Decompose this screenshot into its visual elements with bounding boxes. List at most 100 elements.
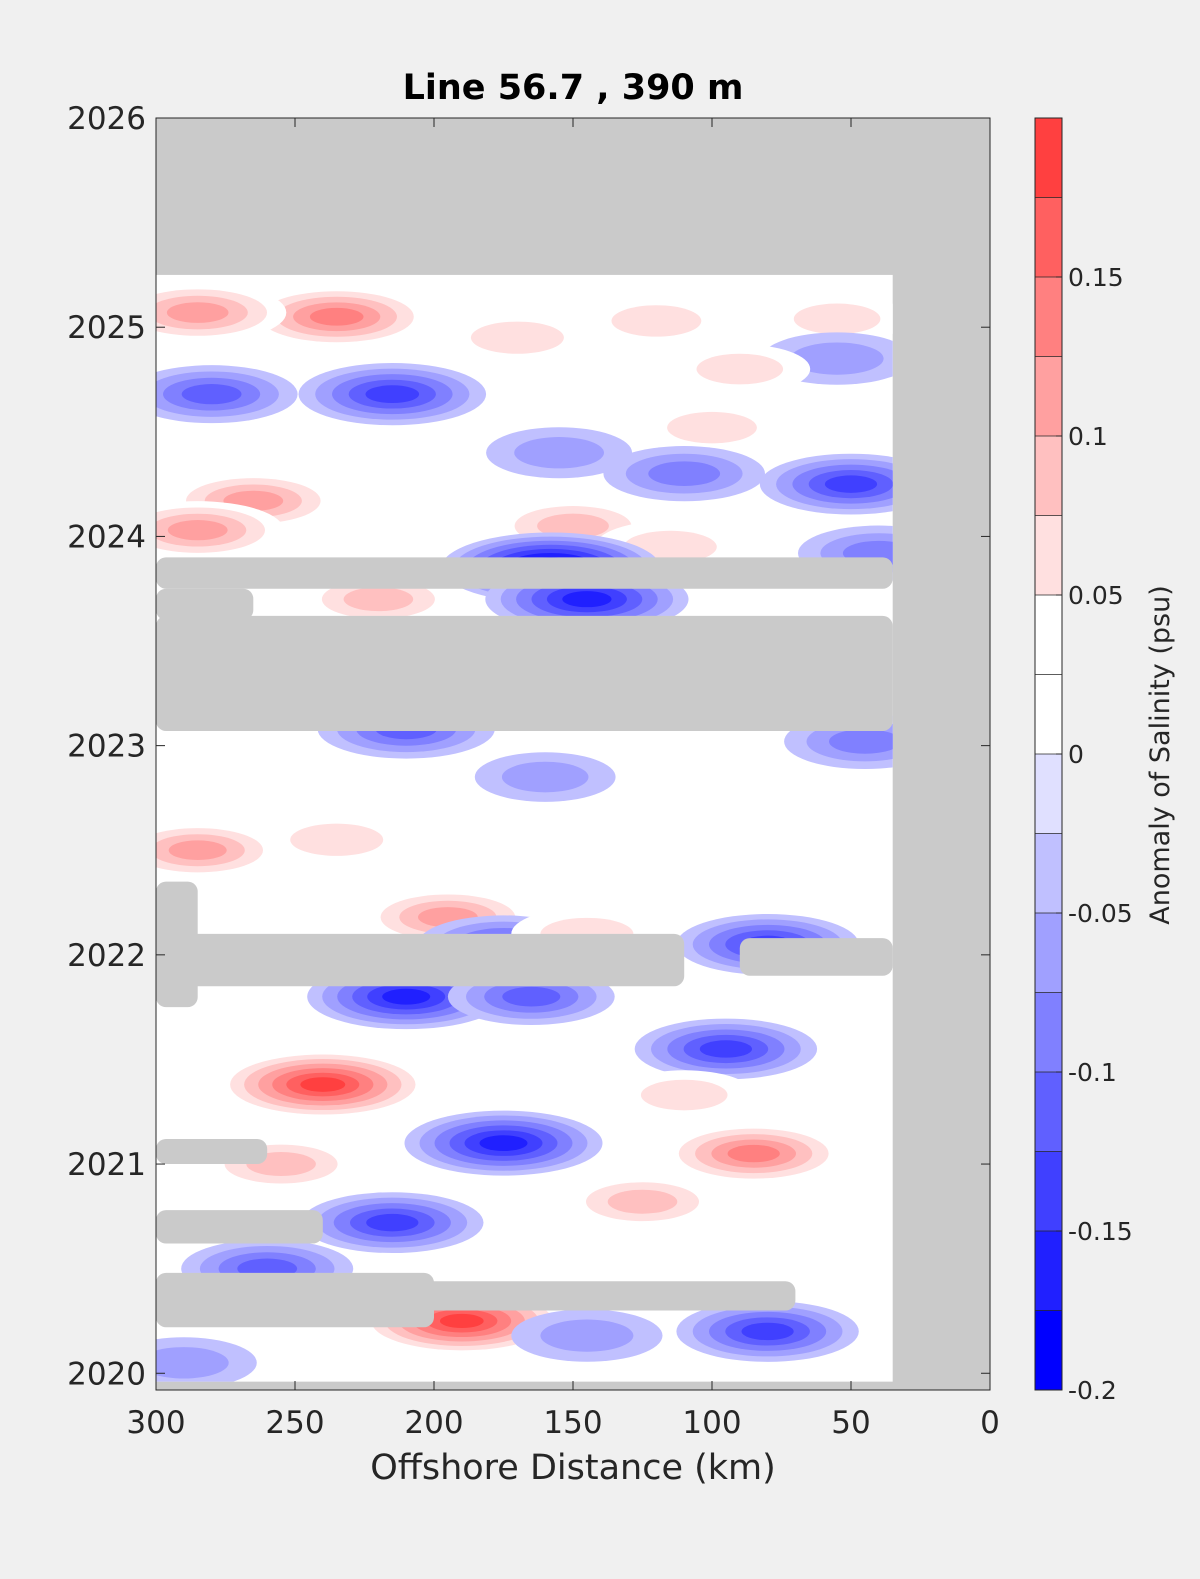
colorbar-segment xyxy=(1035,118,1062,198)
anomaly-contour-level xyxy=(793,303,881,335)
colorbar-tick-label: 0.05 xyxy=(1068,581,1124,610)
colorbar-tick-label: -0.05 xyxy=(1068,899,1133,928)
colorbar-segment xyxy=(1035,595,1062,675)
anomaly-blob xyxy=(603,446,765,502)
y-axis: 2020 2021 2022 2023 2024 2025 2026 xyxy=(67,101,990,1392)
anomaly-blob xyxy=(361,888,534,947)
colorbar-segment xyxy=(1035,674,1062,754)
anomaly-blob xyxy=(669,344,811,394)
colorbar-segment xyxy=(1035,1151,1062,1231)
anomaly-blob xyxy=(564,1174,721,1229)
anomaly-contour-level xyxy=(309,307,364,326)
y-tick-label: 2024 xyxy=(67,519,146,555)
anomaly-blob xyxy=(583,295,730,347)
no-data-band xyxy=(156,615,893,731)
plot-area xyxy=(156,118,990,1390)
anomaly-blob xyxy=(215,1049,430,1120)
anomaly-blob xyxy=(242,285,431,348)
anomaly-contour-level xyxy=(640,1079,728,1111)
colorbar-tick-label: 0 xyxy=(1068,740,1084,769)
anomaly-contour-level xyxy=(439,1313,484,1329)
anomaly-contour-level xyxy=(382,988,431,1005)
anomaly-contour-level xyxy=(741,1322,794,1341)
anomaly-contour-level xyxy=(607,1189,678,1214)
anomaly-contour-level xyxy=(824,475,878,493)
y-tick-label: 2020 xyxy=(67,1356,146,1392)
y-tick-label: 2023 xyxy=(67,729,146,765)
anomaly-contour-level xyxy=(540,1319,634,1352)
anomaly-blob xyxy=(441,311,593,364)
no-data-band xyxy=(156,1210,323,1244)
colorbar-segment xyxy=(1035,913,1062,993)
colorbar-segment xyxy=(1035,1310,1062,1390)
anomaly-contour-level xyxy=(562,591,612,608)
anomaly-contour-level xyxy=(611,305,702,337)
y-tick-label: 2022 xyxy=(67,938,146,974)
no-data-band xyxy=(156,557,893,589)
anomaly-contour-level xyxy=(537,513,609,539)
colorbar-segment xyxy=(1035,436,1062,516)
anomaly-blob xyxy=(301,1192,484,1254)
anomaly-contour-level xyxy=(648,461,721,486)
colorbar-tick-label: -0.1 xyxy=(1068,1058,1117,1087)
colorbar-label: Anomaly of Salinity (psu) xyxy=(1145,585,1176,924)
colorbar-segment xyxy=(1035,515,1062,595)
colorbar-tick-label: -0.2 xyxy=(1068,1376,1117,1405)
anomaly-contour-level xyxy=(667,411,757,444)
anomaly-contour-level xyxy=(300,1077,346,1092)
anomaly-contour-level xyxy=(166,302,229,323)
x-tick-label: 100 xyxy=(682,1405,741,1441)
x-tick-label: 150 xyxy=(543,1405,602,1441)
anomaly-contour-level xyxy=(470,321,564,354)
colorbar-segment xyxy=(1035,1072,1062,1152)
colorbar-segment xyxy=(1035,833,1062,913)
anomaly-contour-level xyxy=(290,823,384,856)
anomaly-blob xyxy=(639,402,785,454)
anomaly-contour-level xyxy=(365,385,420,404)
anomaly-blob xyxy=(613,1070,755,1120)
anomaly-contour-level xyxy=(727,1144,780,1163)
no-data-band xyxy=(739,938,893,976)
anomaly-contour-level xyxy=(699,1040,753,1058)
no-data-bands xyxy=(156,557,893,1328)
no-data-band xyxy=(156,1272,434,1328)
anomaly-contour-level xyxy=(181,384,242,405)
colorbar-tick-label: -0.15 xyxy=(1068,1217,1133,1246)
colorbar-segment xyxy=(1035,356,1062,436)
anomaly-blob xyxy=(634,1018,818,1080)
no-data-band xyxy=(156,588,254,621)
anomaly-blob xyxy=(156,821,282,879)
y-tick-label: 2025 xyxy=(67,310,146,346)
anomaly-contour-level xyxy=(167,520,228,541)
x-tick-label: 50 xyxy=(831,1405,870,1441)
anomaly-blob xyxy=(511,1309,663,1362)
x-tick-label: 300 xyxy=(126,1405,185,1441)
anomaly-contour-level xyxy=(696,353,784,385)
anomaly-blob xyxy=(759,453,893,515)
anomaly-blob xyxy=(676,1301,859,1362)
anomaly-blob xyxy=(156,501,284,560)
anomaly-blob xyxy=(474,752,616,802)
anomaly-contour-level xyxy=(514,437,604,469)
anomaly-contour-level xyxy=(829,729,893,754)
anomaly-blob xyxy=(156,282,287,343)
anomaly-blob xyxy=(766,294,893,344)
colorbar-segment xyxy=(1035,197,1062,277)
colorbar xyxy=(1034,117,1063,1391)
x-tick-label: 250 xyxy=(265,1405,324,1441)
anomaly-blob xyxy=(486,427,633,479)
anomaly-contour-level xyxy=(343,587,414,612)
anomaly-blob xyxy=(404,1110,603,1176)
colorbar-segment xyxy=(1035,277,1062,357)
anomaly-blob xyxy=(261,813,413,866)
anomaly-blob xyxy=(156,1337,257,1382)
y-tick-label: 2021 xyxy=(67,1147,146,1183)
anomaly-contour-level xyxy=(156,1347,229,1379)
x-tick-label: 200 xyxy=(404,1405,463,1441)
no-data-band xyxy=(156,933,685,987)
anomaly-blob xyxy=(485,565,689,633)
anomaly-contour-level xyxy=(790,342,884,375)
y-tick-label: 2026 xyxy=(67,101,146,137)
anomaly-blob xyxy=(298,363,487,426)
